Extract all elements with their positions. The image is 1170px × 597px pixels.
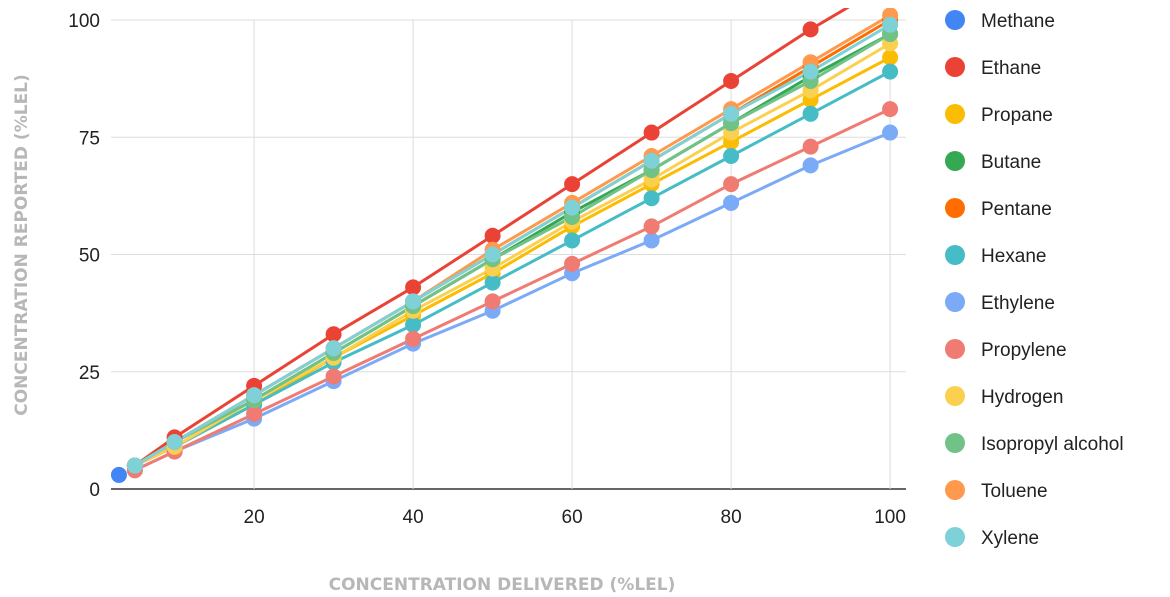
data-point-ethane: [802, 21, 819, 38]
data-point-hexane: [802, 105, 819, 122]
y-axis-title: CONCENTRATION REPORTED (%LEL): [12, 74, 32, 416]
x-tick-label: 60: [562, 507, 583, 528]
series-points: [110, 8, 899, 483]
data-point-xylene: [564, 199, 581, 216]
legend-swatch: [945, 57, 965, 77]
y-tick-label: 75: [79, 128, 100, 149]
legend-item-ethylene: Ethylene: [945, 292, 1055, 314]
data-point-xylene: [723, 105, 740, 122]
data-point-propylene: [325, 368, 342, 385]
data-point-ethylene: [802, 157, 819, 174]
legend-item-pentane: Pentane: [945, 198, 1052, 220]
data-point-xylene: [246, 387, 263, 404]
legend-item-propylene: Propylene: [945, 339, 1067, 361]
data-point-propylene: [643, 218, 660, 235]
data-point-xylene: [882, 16, 899, 33]
data-point-xylene: [484, 246, 501, 263]
legend-swatch: [945, 386, 965, 406]
data-point-hexane: [882, 63, 899, 80]
y-tick-label: 100: [68, 11, 100, 32]
legend-swatch: [945, 10, 965, 30]
data-point-ethane: [484, 227, 501, 244]
y-axis-ticks: 0 25 50 75 100: [68, 11, 100, 501]
data-point-hexane: [564, 232, 581, 249]
legend-item-toluene: Toluene: [945, 480, 1048, 502]
legend-item-hydrogen: Hydrogen: [945, 386, 1063, 408]
legend-item-hexane: Hexane: [945, 245, 1047, 267]
legend-item-ethane: Ethane: [945, 57, 1041, 79]
legend-swatch: [945, 104, 965, 124]
legend-label: Hexane: [981, 246, 1047, 267]
legend-swatch: [945, 433, 965, 453]
legend-item-methane: Methane: [945, 10, 1055, 32]
y-tick-label: 50: [79, 246, 100, 267]
data-point-propylene: [564, 255, 581, 272]
x-axis-title: CONCENTRATION DELIVERED (%LEL): [329, 575, 676, 595]
x-tick-label: 40: [403, 507, 424, 528]
data-point-ethylene: [723, 194, 740, 211]
data-point-xylene: [126, 457, 143, 474]
data-point-ethane: [405, 279, 422, 296]
x-tick-label: 80: [721, 507, 742, 528]
legend-label: Toluene: [981, 481, 1048, 502]
data-point-hexane: [405, 316, 422, 333]
data-point-ethylene: [643, 232, 660, 249]
legend-label: Propane: [981, 105, 1053, 126]
legend-item-isopropyl-alcohol: Isopropyl alcohol: [945, 433, 1124, 455]
data-point-propylene: [405, 330, 422, 347]
data-point-xylene: [405, 293, 422, 310]
legend-swatch: [945, 339, 965, 359]
data-point-propylene: [802, 138, 819, 155]
legend-label: Xylene: [981, 528, 1039, 549]
grid-lines: [111, 19, 906, 490]
data-point-propylene: [246, 405, 263, 422]
legend-label: Hydrogen: [981, 387, 1063, 408]
data-point-hexane: [484, 274, 501, 291]
legend-label: Isopropyl alcohol: [981, 434, 1124, 455]
legend-swatch: [945, 245, 965, 265]
legend-label: Butane: [981, 152, 1041, 173]
data-point-ethane: [643, 124, 660, 141]
legend-item-butane: Butane: [945, 151, 1041, 173]
legend-swatch: [945, 480, 965, 500]
data-point-xylene: [325, 340, 342, 357]
legend-item-xylene: Xylene: [945, 527, 1039, 549]
x-tick-label: 20: [244, 507, 265, 528]
legend-swatch: [945, 292, 965, 312]
legend-swatch: [945, 198, 965, 218]
legend-label: Ethylene: [981, 293, 1055, 314]
data-point-ethylene: [882, 124, 899, 141]
data-point-xylene: [166, 434, 183, 451]
data-point-xylene: [802, 63, 819, 80]
data-point-xylene: [643, 152, 660, 169]
data-point-hexane: [643, 190, 660, 207]
legend-swatch: [945, 527, 965, 547]
data-point-propylene: [882, 101, 899, 118]
legend-swatch: [945, 151, 965, 171]
legend-label: Propylene: [981, 340, 1067, 361]
data-point-propylene: [484, 293, 501, 310]
data-point-ethane: [723, 72, 740, 89]
y-tick-label: 25: [79, 363, 100, 384]
data-point-ethane: [564, 176, 581, 193]
data-point-propylene: [723, 176, 740, 193]
y-tick-label: 0: [89, 480, 100, 501]
legend-label: Ethane: [981, 58, 1041, 79]
data-point-propane: [882, 49, 899, 66]
legend-label: Pentane: [981, 199, 1052, 220]
legend-label: Methane: [981, 11, 1055, 32]
data-point-ethane: [325, 326, 342, 343]
legend: Methane Ethane Propane Butane Pentane Hexane E…: [945, 10, 1124, 549]
legend-item-propane: Propane: [945, 104, 1053, 126]
x-axis-ticks: 20 40 60 80 100: [244, 507, 906, 528]
data-point-methane: [110, 466, 127, 483]
data-point-hexane: [723, 148, 740, 165]
x-tick-label: 100: [874, 507, 906, 528]
